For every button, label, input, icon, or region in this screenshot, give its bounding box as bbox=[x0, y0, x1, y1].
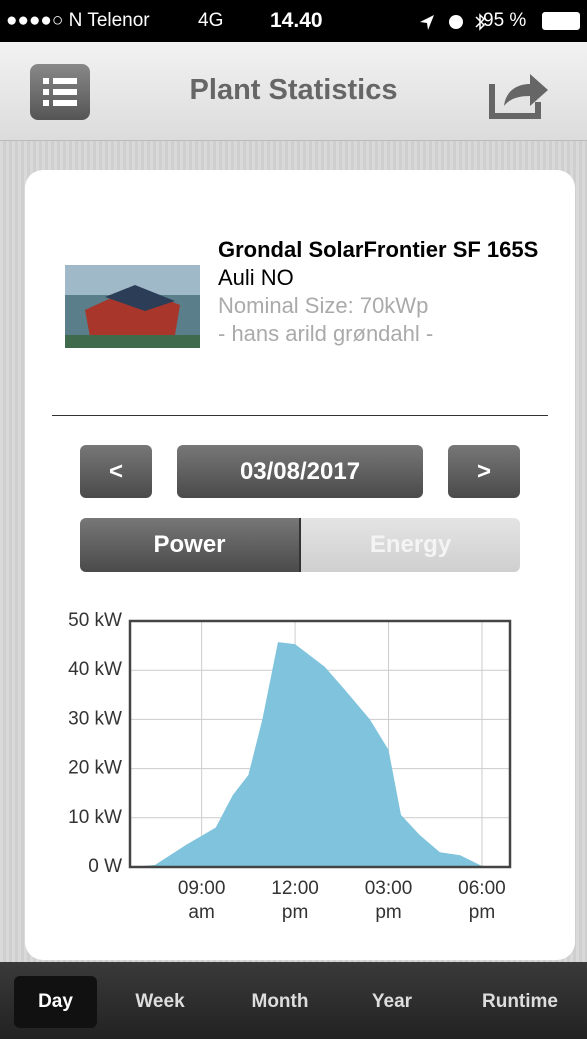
tab-bar: Day Week Month Year Runtime bbox=[0, 962, 587, 1039]
plant-owner: - hans arild grøndahl - bbox=[218, 321, 434, 346]
header: Plant Statistics bbox=[0, 42, 587, 141]
network: 4G bbox=[198, 10, 224, 31]
x-tick-label: 03:00 pm bbox=[364, 878, 413, 923]
carrier: ●●●●○ N Telenor bbox=[6, 10, 150, 31]
mode-option[interactable]: Power bbox=[80, 518, 299, 572]
y-tick-label: 30 kW bbox=[68, 708, 122, 729]
clock: 14.40 bbox=[270, 9, 323, 32]
tab[interactable]: Day bbox=[14, 976, 97, 1028]
tab[interactable]: Week bbox=[135, 991, 185, 1012]
y-tick-label: 50 kW bbox=[68, 610, 122, 631]
battery-level: 95 % bbox=[483, 10, 527, 31]
prev-date[interactable]: < bbox=[80, 445, 152, 498]
menu-button[interactable] bbox=[30, 64, 90, 120]
mode-option[interactable]: Energy bbox=[299, 518, 520, 572]
tab[interactable]: Runtime bbox=[482, 991, 558, 1012]
next-date[interactable]: > bbox=[448, 445, 520, 498]
y-tick-label: 40 kW bbox=[68, 659, 122, 680]
plant-info: Grondal SolarFrontier SF 165S Auli NO No… bbox=[218, 236, 548, 348]
mode-toggle: Power Energy bbox=[80, 518, 520, 572]
share-button[interactable] bbox=[488, 66, 553, 120]
page-title: Plant Statistics bbox=[189, 74, 398, 106]
x-tick-label: 09:00 am bbox=[177, 878, 226, 923]
plant-name: Grondal SolarFrontier SF 165S bbox=[218, 237, 539, 262]
chart: 0 W 10 kW 20 kW 30 kW 40 kW 50 kW 09:00 am 12:… bbox=[25, 600, 575, 960]
plant-card: Grondal SolarFrontier SF 165S Auli NO No… bbox=[25, 170, 575, 960]
date[interactable]: 03/08/2017 bbox=[177, 445, 423, 498]
plot-frame bbox=[128, 619, 512, 869]
tab[interactable]: Month bbox=[251, 991, 309, 1012]
y-tick-label: 0 W bbox=[88, 856, 122, 877]
status-bar: ●●●●○ N Telenor 4G 14.40 95 % bbox=[0, 0, 587, 42]
area bbox=[130, 642, 510, 867]
y-tick-label: 20 kW bbox=[68, 758, 122, 779]
x-tick-label: 12:00 pm bbox=[271, 878, 319, 923]
battery-icon bbox=[542, 12, 580, 30]
status-icons bbox=[420, 13, 486, 31]
x-tick-label: 06:00 pm bbox=[458, 878, 506, 923]
tab[interactable]: Year bbox=[371, 991, 413, 1012]
plant-location: Auli NO bbox=[218, 265, 294, 290]
plant-photo bbox=[65, 265, 200, 348]
nominal-size: Nominal Size: 70kWp bbox=[218, 293, 429, 318]
chart-svg: 0 W 10 kW 20 kW 30 kW 40 kW 50 kW bbox=[68, 610, 512, 877]
y-tick-label: 10 kW bbox=[68, 807, 122, 828]
divider bbox=[52, 415, 548, 416]
